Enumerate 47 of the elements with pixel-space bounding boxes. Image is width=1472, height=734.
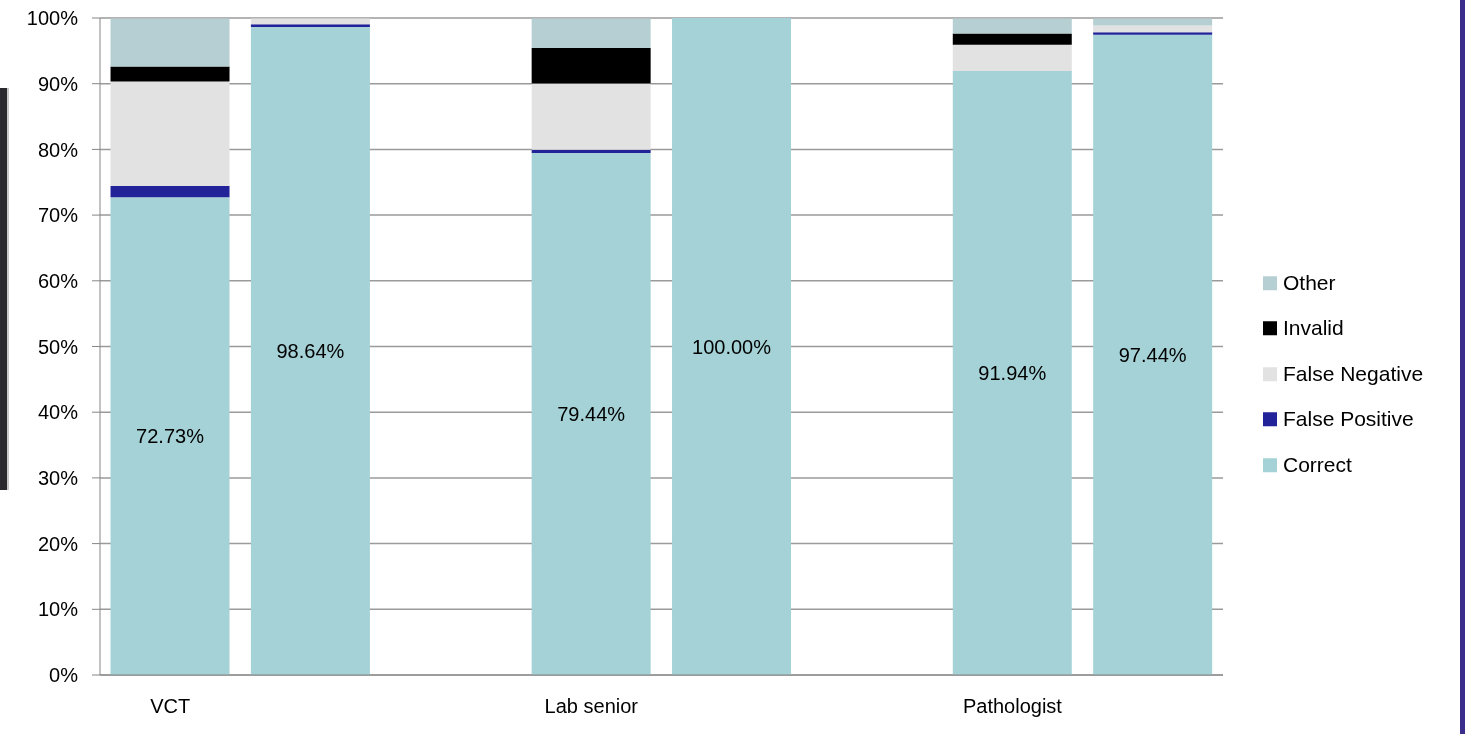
bar	[1093, 32, 1213, 35]
bar	[1093, 18, 1213, 26]
x-tick-label: VCT	[150, 695, 191, 718]
y-tick-label: 20%	[37, 532, 79, 555]
bar	[952, 33, 1072, 45]
bar	[110, 197, 230, 675]
data-label: 79.44%	[557, 403, 626, 426]
legend-label: Other	[1283, 271, 1336, 295]
bar	[1093, 25, 1213, 33]
bar	[110, 185, 230, 198]
x-tick-label: Lab senior	[544, 695, 639, 718]
y-tick-label: 100%	[26, 7, 79, 30]
bar	[952, 70, 1072, 675]
x-tick-label: Pathologist	[962, 695, 1063, 718]
y-tick-label: 10%	[37, 598, 79, 621]
legend-label: False Positive	[1283, 407, 1414, 432]
bar	[952, 44, 1072, 71]
legend-label: Correct	[1283, 453, 1352, 477]
y-tick-label: 90%	[37, 72, 79, 95]
y-tick-label: 30%	[37, 467, 79, 489]
bar	[531, 47, 651, 84]
bar	[531, 153, 651, 675]
y-tick-label: 80%	[37, 138, 79, 161]
bar	[110, 18, 230, 67]
data-label: 72.73%	[136, 425, 205, 448]
legend-label: False Negative	[1283, 362, 1424, 386]
bar	[531, 83, 651, 150]
bar	[672, 18, 792, 675]
bar	[1093, 34, 1213, 675]
bar	[250, 26, 370, 675]
bar	[531, 18, 651, 48]
bar	[250, 24, 370, 27]
y-tick-label: 60%	[37, 269, 79, 292]
legend-label: Invalid	[1283, 316, 1344, 341]
y-tick-label: 0%	[49, 664, 79, 687]
data-label: 91.94%	[978, 362, 1047, 385]
bar	[110, 66, 230, 82]
data-label: 97.44%	[1118, 344, 1187, 367]
bar	[110, 81, 230, 186]
bar	[952, 18, 1072, 34]
y-tick-label: 40%	[37, 401, 79, 424]
y-tick-label: 50%	[37, 335, 79, 358]
bar	[250, 18, 370, 25]
y-tick-label: 70%	[37, 204, 79, 227]
data-label: 100.00%	[692, 335, 772, 358]
data-label: 98.64%	[276, 340, 345, 363]
bar	[531, 149, 651, 154]
